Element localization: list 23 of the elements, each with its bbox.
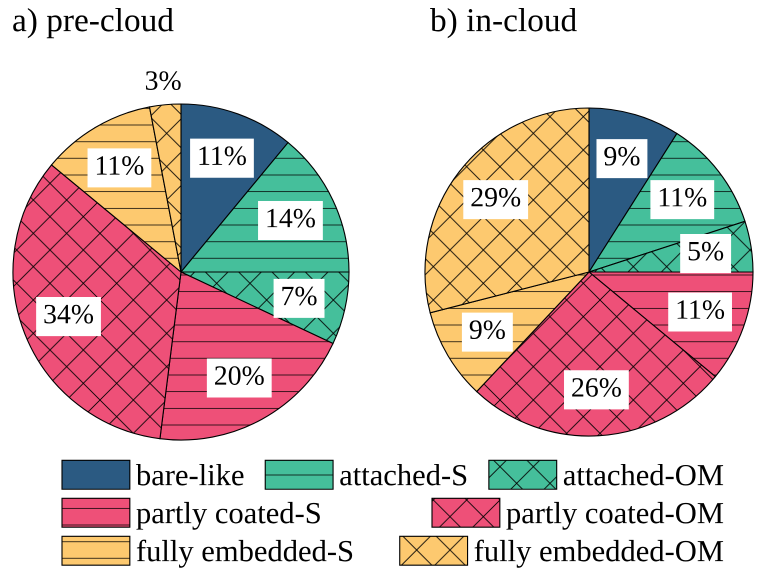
data-label: 9% (604, 146, 640, 166)
legend-label: fully embedded-OM (474, 540, 724, 568)
chart-title: a) pre-cloud (13, 8, 174, 38)
legend-label: attached-S (340, 464, 466, 486)
legend-label: partly coated-OM (506, 502, 724, 530)
legend-label: partly coated-S (136, 502, 320, 530)
legend-label: fully embedded-S (136, 540, 352, 568)
data-label: 11% (660, 188, 706, 207)
data-label: 11% (96, 156, 144, 175)
data-label: 7% (282, 286, 317, 306)
legend-label: attached-OM (564, 464, 724, 486)
data-label: 9% (470, 320, 505, 340)
data-label: 14% (267, 208, 315, 228)
data-label: 11% (199, 146, 246, 166)
data-label: 26% (572, 378, 621, 397)
data-label: 3% (146, 71, 181, 90)
data-label: 20% (215, 366, 264, 386)
data-label: 29% (471, 188, 520, 207)
data-label: 11% (678, 300, 724, 320)
legend-label: bare-like (136, 464, 244, 486)
chart-title: b) in-cloud (430, 8, 577, 38)
data-label: 5% (688, 242, 724, 261)
data-label: 34% (44, 304, 94, 324)
